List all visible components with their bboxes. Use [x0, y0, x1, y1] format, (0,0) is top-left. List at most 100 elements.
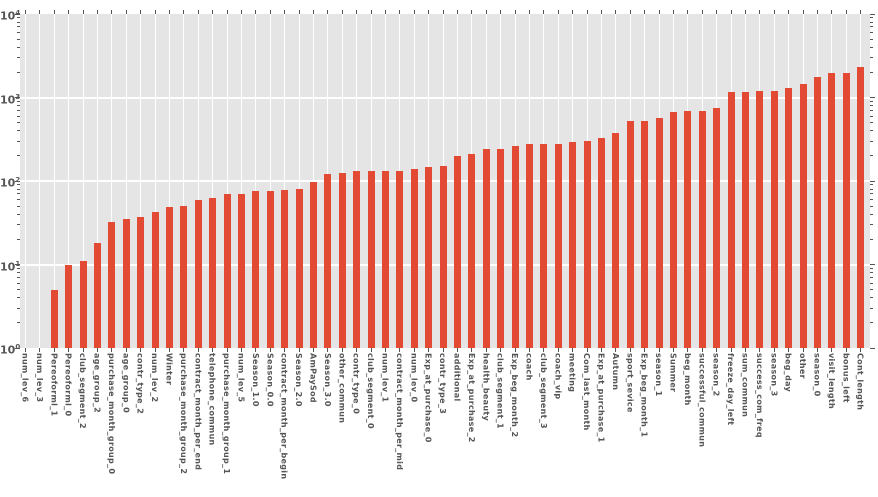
x-tick-label: season_1: [654, 353, 664, 397]
x-tick-mark-bottom: [471, 348, 473, 352]
y-tick-mark-minor-right: [870, 224, 873, 226]
y-tick-mark-minor-right: [870, 276, 873, 278]
y-tick-mark-minor-left: [17, 155, 20, 157]
x-tick-label: bonus_left: [841, 353, 851, 403]
x-tick-mark-top: [226, 10, 228, 14]
bar: [842, 72, 850, 348]
y-tick-mark-minor-left: [17, 130, 20, 132]
x-tick-mark-top: [831, 10, 833, 14]
x-tick-label: Season_1.0: [250, 353, 260, 407]
x-tick-label: success_com_freq: [754, 353, 764, 438]
y-tick-mark-minor-right: [870, 193, 873, 195]
bar: [382, 170, 389, 348]
x-tick-mark-bottom: [356, 348, 358, 352]
x-tick-mark-top: [500, 10, 502, 14]
y-tick-mark-minor-left: [17, 100, 20, 102]
x-tick-label: contract_month_per_mid: [394, 353, 404, 471]
bar: [756, 91, 764, 348]
bar: [641, 120, 649, 348]
y-tick-mark-minor-right: [870, 140, 873, 142]
x-tick-mark-top: [284, 10, 286, 14]
y-tick-mark-minor-left: [17, 105, 20, 107]
bar: [526, 144, 533, 348]
x-tick-mark-top: [125, 10, 127, 14]
x-tick-label: Season_3.0: [322, 353, 332, 407]
x-tick-mark-bottom: [197, 348, 199, 352]
y-tick-mark-major-left: [15, 347, 20, 349]
bar: [209, 197, 217, 348]
y-tick-exponent: 2: [15, 176, 21, 184]
y-tick-mark-minor-right: [870, 109, 873, 111]
y-tick-label: 104: [0, 9, 21, 23]
y-tick-mark-major-right: [870, 13, 875, 15]
x-tick-label: sum_commun: [740, 353, 750, 418]
x-tick-mark-top: [385, 10, 386, 14]
bar: [194, 200, 202, 348]
bar: [151, 212, 159, 348]
y-tick-mark-minor-right: [870, 17, 873, 19]
y-tick-mark-minor-right: [870, 282, 873, 284]
bar: [670, 111, 677, 348]
y-tick-mark-minor-left: [17, 238, 20, 240]
y-tick-mark-minor-right: [870, 122, 873, 124]
bar: [65, 264, 73, 348]
x-tick-label: Com_last_month: [582, 353, 592, 431]
bar: [396, 170, 404, 348]
bar: [122, 219, 130, 348]
y-tick-mark-major-right: [870, 97, 875, 98]
x-tick-mark-bottom: [644, 348, 646, 352]
x-tick-label: Summer: [668, 353, 678, 393]
y-tick-mark-minor-left: [17, 57, 20, 59]
y-tick-mark-minor-right: [870, 297, 873, 299]
y-tick-mark-minor-left: [17, 188, 20, 190]
x-tick-mark-top: [39, 10, 41, 14]
x-tick-mark-bottom: [673, 348, 674, 352]
bar: [569, 142, 577, 348]
y-tick-mark-major-left: [15, 97, 20, 98]
x-tick-mark-top: [860, 10, 862, 14]
y-tick-mark-minor-right: [870, 130, 873, 132]
x-tick-label: num_lev_5: [236, 353, 246, 403]
x-tick-mark-top: [327, 10, 329, 14]
y-tick-label: 102: [0, 176, 21, 190]
x-tick-mark-bottom: [341, 348, 343, 352]
x-tick-mark-bottom: [226, 348, 228, 352]
x-tick-label: coach: [524, 353, 534, 381]
x-tick-mark-top: [802, 10, 804, 14]
x-tick-mark-bottom: [500, 348, 502, 352]
plot-area: [15, 10, 875, 352]
x-tick-mark-top: [269, 10, 271, 14]
x-tick-label: num_lev_6: [20, 353, 30, 403]
x-tick-mark-bottom: [601, 348, 602, 352]
y-tick-label: 103: [0, 92, 21, 107]
bar: [79, 261, 87, 348]
x-tick-label: club_segment_1: [495, 353, 505, 429]
x-tick-label: Exp_beg_month_2: [510, 353, 520, 438]
bar: [338, 173, 346, 348]
y-tick-mark-minor-right: [870, 38, 873, 40]
x-tick-mark-top: [759, 10, 761, 14]
bar: [583, 141, 591, 348]
bar: [425, 167, 433, 348]
x-tick-mark-top: [529, 10, 530, 14]
x-tick-mark-bottom: [572, 348, 574, 352]
y-tick-mark-major-left: [15, 264, 20, 265]
x-tick-mark-bottom: [485, 348, 487, 352]
x-tick-mark-bottom: [39, 348, 41, 352]
y-tick-mark-major-left: [15, 180, 20, 182]
y-tick-exponent: 4: [15, 9, 21, 17]
x-tick-mark-bottom: [557, 348, 559, 352]
x-tick-mark-top: [255, 10, 257, 14]
y-tick-mark-major-right: [870, 347, 875, 349]
x-tick-label: contract_month_per_end: [193, 353, 203, 471]
x-tick-mark-bottom: [255, 348, 257, 352]
bar: [684, 111, 692, 348]
x-tick-label: club_segment_2: [78, 353, 88, 429]
x-tick-label: season_0: [812, 353, 822, 397]
x-tick-label: Season_2.0: [294, 353, 304, 407]
bar: [454, 155, 461, 348]
x-tick-mark-bottom: [25, 348, 26, 352]
x-tick-mark-bottom: [716, 348, 718, 352]
x-tick-mark-bottom: [169, 348, 170, 352]
x-tick-mark-bottom: [269, 348, 271, 352]
